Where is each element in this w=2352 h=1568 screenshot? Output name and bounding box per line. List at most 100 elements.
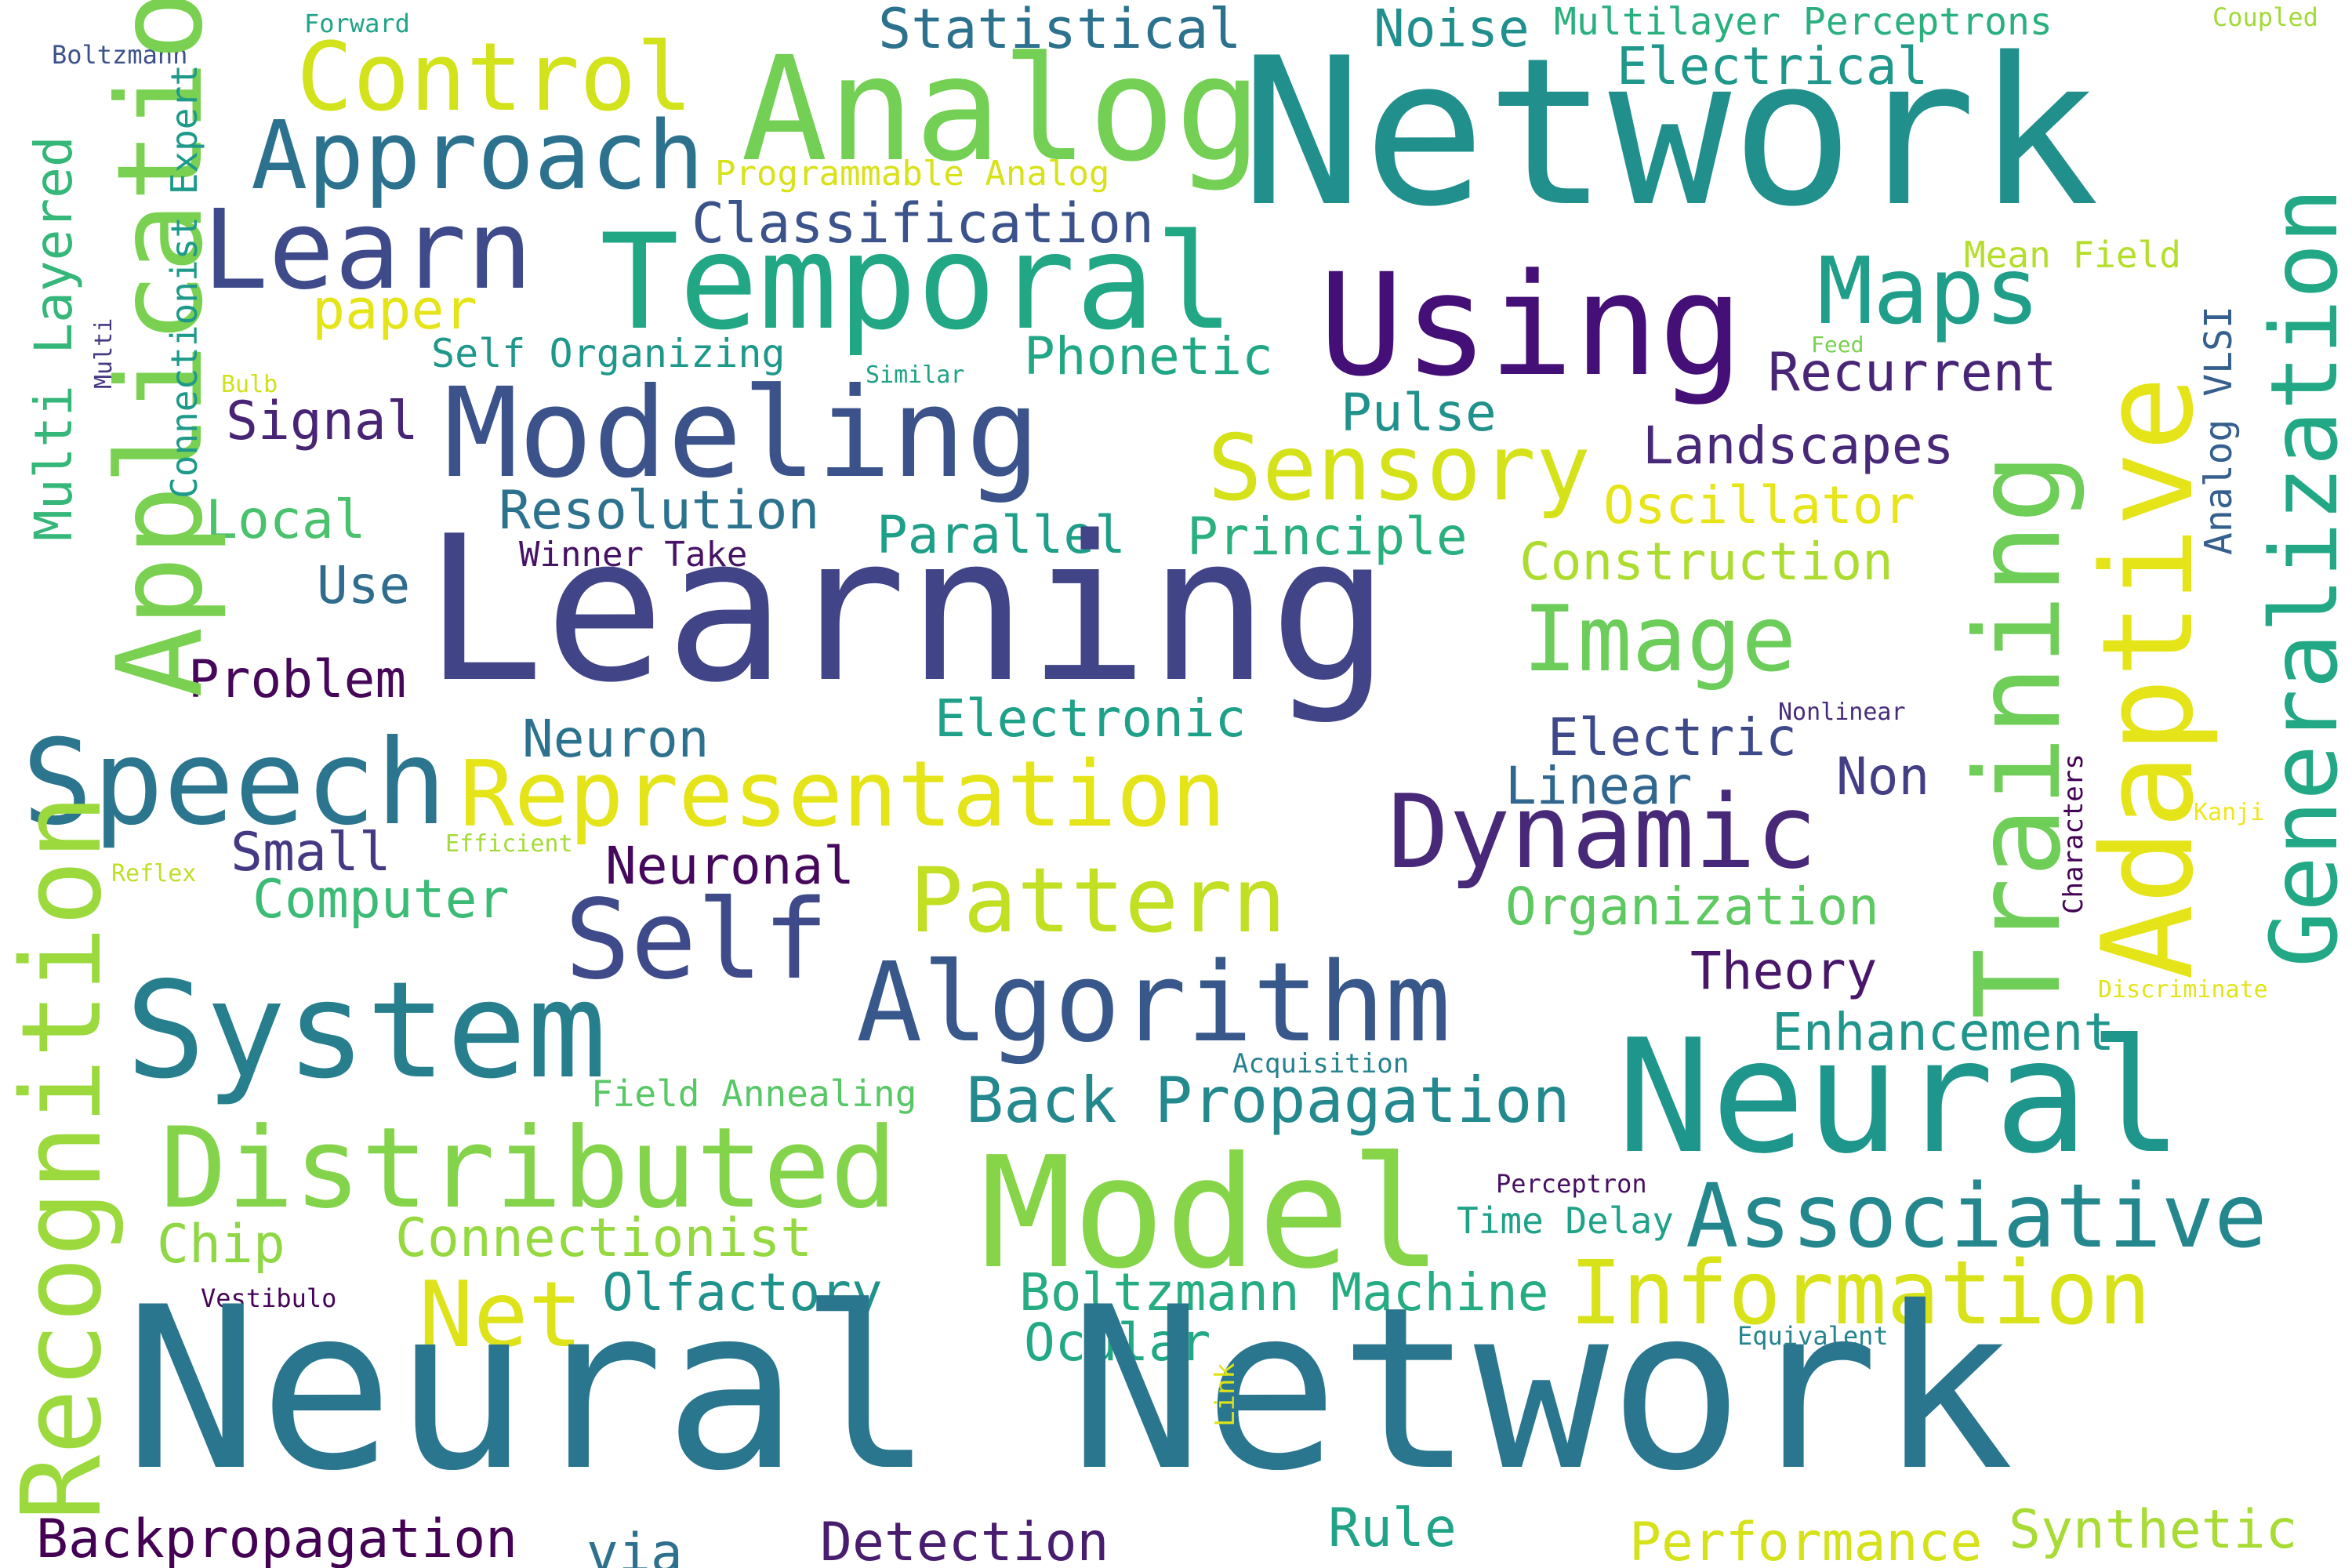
word-chip: Chip (157, 1214, 285, 1276)
word-model: Model (980, 1124, 1443, 1303)
word-vestibulo: Vestibulo (201, 1283, 337, 1313)
word-image: Image (1523, 586, 1797, 692)
word-representation: Representation (459, 742, 1226, 848)
word-local: Local (205, 489, 366, 551)
word-recurrent: Recurrent (1768, 342, 2057, 404)
word-electric: Electric (1548, 707, 1797, 768)
word-computer: Computer (252, 869, 510, 931)
word-similar: Similar (866, 361, 965, 389)
word-multi: Multi (90, 318, 118, 389)
word-winner-take: Winner Take (519, 535, 748, 575)
word-link: Link (1210, 1363, 1241, 1427)
word-equivalent: Equivalent (1737, 1321, 1889, 1351)
word-using: Using (1319, 244, 1744, 408)
word-approach: Approach (251, 102, 704, 211)
word-neural-upper: Neural (1617, 1006, 2183, 1189)
word-sensory: Sensory (1207, 416, 1591, 521)
word-backpropagation: Backpropagation (36, 1508, 518, 1568)
word-mean-field: Mean Field (1964, 234, 2181, 276)
word-noise: Noise (1374, 0, 1530, 59)
word-analog: Analog (741, 26, 1262, 194)
word-boltzmann: Boltzmann (52, 40, 188, 70)
word-oscillator: Oscillator (1603, 475, 1915, 535)
word-temporal: Temporal (600, 205, 1235, 359)
word-neuron: Neuron (522, 709, 710, 769)
word-neural-network: Neural Network (124, 1260, 2014, 1520)
word-adaptive: Adaptive (2074, 376, 2221, 980)
word-electronic: Electronic (935, 688, 1247, 749)
word-learn: Learn (202, 187, 533, 314)
word-multilayer-perceptrons: Multilayer Perceptrons (1554, 0, 2053, 44)
word-linear: Linear (1505, 756, 1693, 816)
word-theory: Theory (1690, 941, 1878, 1001)
word-neuronal: Neuronal (605, 836, 855, 896)
word-back-propagation: Back Propagation (966, 1064, 1570, 1137)
word-synthetic: Synthetic (2009, 1499, 2298, 1561)
word-bulb: Bulb (221, 371, 278, 398)
word-boltzmann-machine: Boltzmann Machine (1019, 1262, 1549, 1323)
word-acquisition: Acquisition (1232, 1048, 1410, 1080)
word-pulse: Pulse (1341, 383, 1497, 443)
word-multi-layered: Multi Layered (24, 136, 84, 541)
word-feed: Feed (1811, 332, 1864, 358)
word-electrical: Electrical (1617, 36, 1929, 96)
word-classification: Classification (691, 191, 1155, 256)
word-speech: Speech (22, 715, 447, 851)
word-efficient: Efficient (445, 830, 573, 858)
word-via: via (586, 1523, 683, 1568)
word-dynamic: Dynamic (1388, 772, 1817, 891)
word-information: Information (1570, 1243, 2151, 1345)
word-construction: Construction (1519, 532, 1893, 592)
word-paper: paper (312, 278, 477, 342)
word-system: System (125, 953, 608, 1109)
word-modeling: Modeling (444, 361, 1040, 506)
word-recognition: Recognition (0, 793, 126, 1521)
word-signal: Signal (226, 390, 419, 452)
word-time-delay: Time Delay (1457, 1200, 1674, 1242)
word-landscapes: Landscapes (1642, 416, 1955, 476)
word-network: Network (1240, 15, 2100, 252)
word-phonetic: Phonetic (1024, 326, 1273, 387)
word-organization: Organization (1505, 877, 1879, 937)
word-distributed: Distributed (160, 1104, 898, 1233)
word-maps: Maps (1817, 237, 2041, 345)
word-use: Use (317, 555, 411, 615)
word-ocular: Ocular (1024, 1312, 1211, 1373)
word-detection: Detection (820, 1512, 1109, 1568)
word-analog-vlsi: Analog VLSI (2197, 306, 2241, 555)
word-problem: Problem (188, 649, 407, 710)
word-enhancement: Enhancement (1772, 1002, 2115, 1062)
word-rule: Rule (1328, 1497, 1457, 1559)
word-small: Small (230, 822, 391, 884)
word-characters: Characters (2058, 753, 2089, 914)
word-principle: Principle (1187, 506, 1468, 567)
word-self-organizing: Self Organizing (431, 331, 786, 376)
word-discriminate: Discriminate (2098, 976, 2268, 1004)
word-olfactory: Olfactory (602, 1262, 883, 1323)
word-coupled: Coupled (2212, 2, 2318, 32)
word-associative: Associative (1686, 1166, 2267, 1268)
word-performance: Performance (1629, 1512, 1983, 1568)
word-statistical: Statistical (878, 0, 1242, 61)
word-control: Control (296, 24, 693, 132)
word-non: Non (1836, 746, 1930, 807)
word-perceptron: Perceptron (1496, 1169, 1647, 1199)
word-programmable-analog: Programmable Analog (715, 154, 1110, 194)
word-net: Net (419, 1262, 583, 1368)
word-connectionist-expert: Connectionist Expert (163, 64, 205, 499)
word-algorithm: Algorithm (856, 939, 1451, 1067)
word-reflex: Reflex (111, 860, 197, 887)
word-connectionist: Connectionist (395, 1207, 813, 1269)
word-self: Self (564, 877, 829, 1004)
word-field-annealing: Field Annealing (591, 1073, 917, 1115)
word-kanji: Kanji (2194, 799, 2265, 826)
word-resolution: Resolution (499, 480, 820, 542)
word-nonlinear: Nonlinear (1778, 699, 1906, 726)
word-pattern: Pattern (909, 848, 1287, 953)
word-learning: Learning (423, 493, 1390, 727)
word-parallel: Parallel (877, 505, 1126, 565)
word-forward: Forward (304, 9, 410, 38)
word-generalization: Generalization (2250, 187, 2352, 967)
word-training: Training (1951, 452, 2087, 1019)
